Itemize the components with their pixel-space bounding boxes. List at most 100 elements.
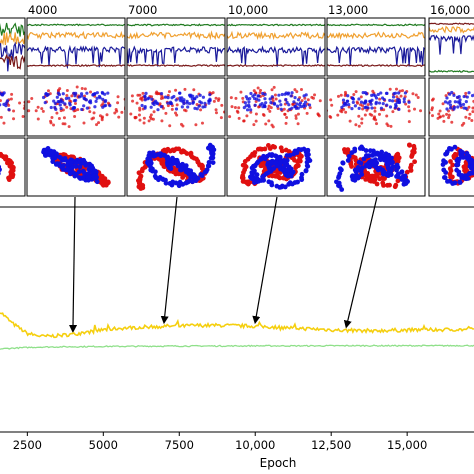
spiral-point: [0, 171, 1, 176]
scatter-point-red: [282, 107, 286, 111]
scatter-point-blue: [458, 102, 462, 106]
spiral-point: [50, 159, 56, 165]
scatter-point-blue: [363, 105, 367, 110]
scatter-point-red: [468, 112, 472, 116]
spiral-point: [205, 145, 211, 151]
scatter-point-blue: [174, 98, 178, 102]
spiral-point: [346, 153, 352, 159]
spiral-point: [94, 174, 100, 180]
scatter-point-red: [214, 96, 218, 100]
scatter-point-blue: [147, 96, 151, 100]
spiral-point: [450, 162, 456, 168]
spiral-point: [83, 160, 88, 166]
spiral-point: [163, 180, 169, 186]
panel-line: [127, 23, 225, 27]
spiral-point: [369, 160, 375, 165]
spiral-point: [448, 159, 453, 164]
scatter-point-red: [400, 89, 404, 93]
scatter-point-red: [296, 122, 300, 126]
scatter-point-blue: [249, 108, 253, 112]
scatter-point-red: [270, 88, 274, 92]
scatter-point-red: [2, 121, 6, 125]
scatter-point-red: [313, 93, 317, 97]
scatter-point-red: [357, 114, 361, 118]
spiral-point: [389, 155, 394, 161]
scatter-point-blue: [68, 101, 72, 105]
scatter-point-red: [471, 106, 474, 110]
scatter-point-blue: [166, 101, 170, 105]
panel-label: 10,000: [228, 3, 268, 17]
scatter-point-red: [385, 114, 389, 118]
scatter-point-red: [284, 121, 288, 125]
panel-frame: [226, 137, 326, 197]
scatter-point-blue: [452, 105, 457, 109]
scatter-point-red: [355, 100, 359, 104]
scatter-point-blue: [292, 100, 296, 104]
scatter-point-red: [142, 121, 146, 125]
panel-frame: [126, 137, 226, 197]
scatter-point-red: [254, 99, 258, 103]
scatter-point-blue: [385, 103, 389, 107]
panel-frame: [226, 17, 326, 77]
scatter-point-red: [184, 109, 188, 113]
scatter-point-blue: [279, 103, 283, 107]
scatter-point-blue: [159, 92, 164, 96]
scatter-point-red: [300, 99, 304, 103]
scatter-point-blue: [364, 99, 368, 103]
scatter-point-blue: [377, 101, 382, 105]
scatter-point-red: [252, 89, 256, 93]
panel-frame: [428, 137, 474, 197]
main-plot: 2500 5000 7500 10,000 12,500 15,000 Epoch: [0, 312, 474, 470]
scatter-point-blue: [95, 91, 99, 95]
scatter-point-red: [391, 110, 395, 114]
scatter-point-blue: [293, 105, 297, 109]
scatter-point-red: [160, 119, 164, 123]
spiral-point: [353, 157, 359, 163]
scatter-point-red: [170, 107, 174, 111]
scatter-point-blue: [180, 105, 184, 109]
spiral-point: [445, 178, 450, 184]
scatter-point-blue: [397, 107, 401, 111]
scatter-point-red: [230, 105, 234, 109]
scatter-point-red: [159, 97, 163, 101]
scatter-point-red: [22, 106, 25, 110]
scatter-point-red: [245, 114, 249, 118]
scatter-point-red: [447, 113, 451, 117]
scatter-point-blue: [379, 91, 383, 95]
scatter-point-blue: [201, 105, 205, 109]
scatter-point-blue: [94, 99, 98, 103]
spiral-point: [463, 176, 469, 181]
scatter-point-blue: [351, 100, 355, 105]
scatter-point-blue: [59, 106, 63, 111]
scatter-point-blue: [261, 91, 265, 96]
scatter-point-blue: [344, 103, 348, 107]
scatter-point-blue: [143, 98, 147, 102]
scatter-point-red: [318, 99, 322, 103]
panel-line: [0, 53, 25, 70]
scatter-point-blue: [85, 106, 89, 110]
scatter-point-red: [168, 124, 172, 128]
scatter-point-blue: [85, 91, 89, 95]
panel-label: 4000: [28, 3, 57, 17]
scatter-point-blue: [388, 105, 393, 109]
scatter-point-red: [407, 120, 411, 124]
scatter-point-red: [61, 108, 65, 112]
spiral-point: [466, 153, 472, 159]
spiral-point: [468, 157, 474, 163]
scatter-point-blue: [379, 106, 384, 110]
scatter-point-red: [296, 112, 300, 116]
panel-frame: [326, 17, 426, 77]
scatter-point-red: [252, 123, 256, 127]
scatter-point-red: [167, 90, 171, 94]
scatter-point-red: [92, 111, 96, 115]
scatter-point-red: [41, 109, 45, 113]
panel-line: [227, 45, 325, 67]
scatter-point-red: [135, 101, 139, 105]
spiral-point: [286, 149, 292, 154]
scatter-point-blue: [95, 96, 99, 100]
spiral-point: [240, 179, 246, 184]
panel-line: [327, 64, 425, 68]
scatter-point-blue: [397, 100, 402, 104]
spiral-point: [377, 176, 383, 182]
scatter-point-blue: [381, 102, 385, 106]
